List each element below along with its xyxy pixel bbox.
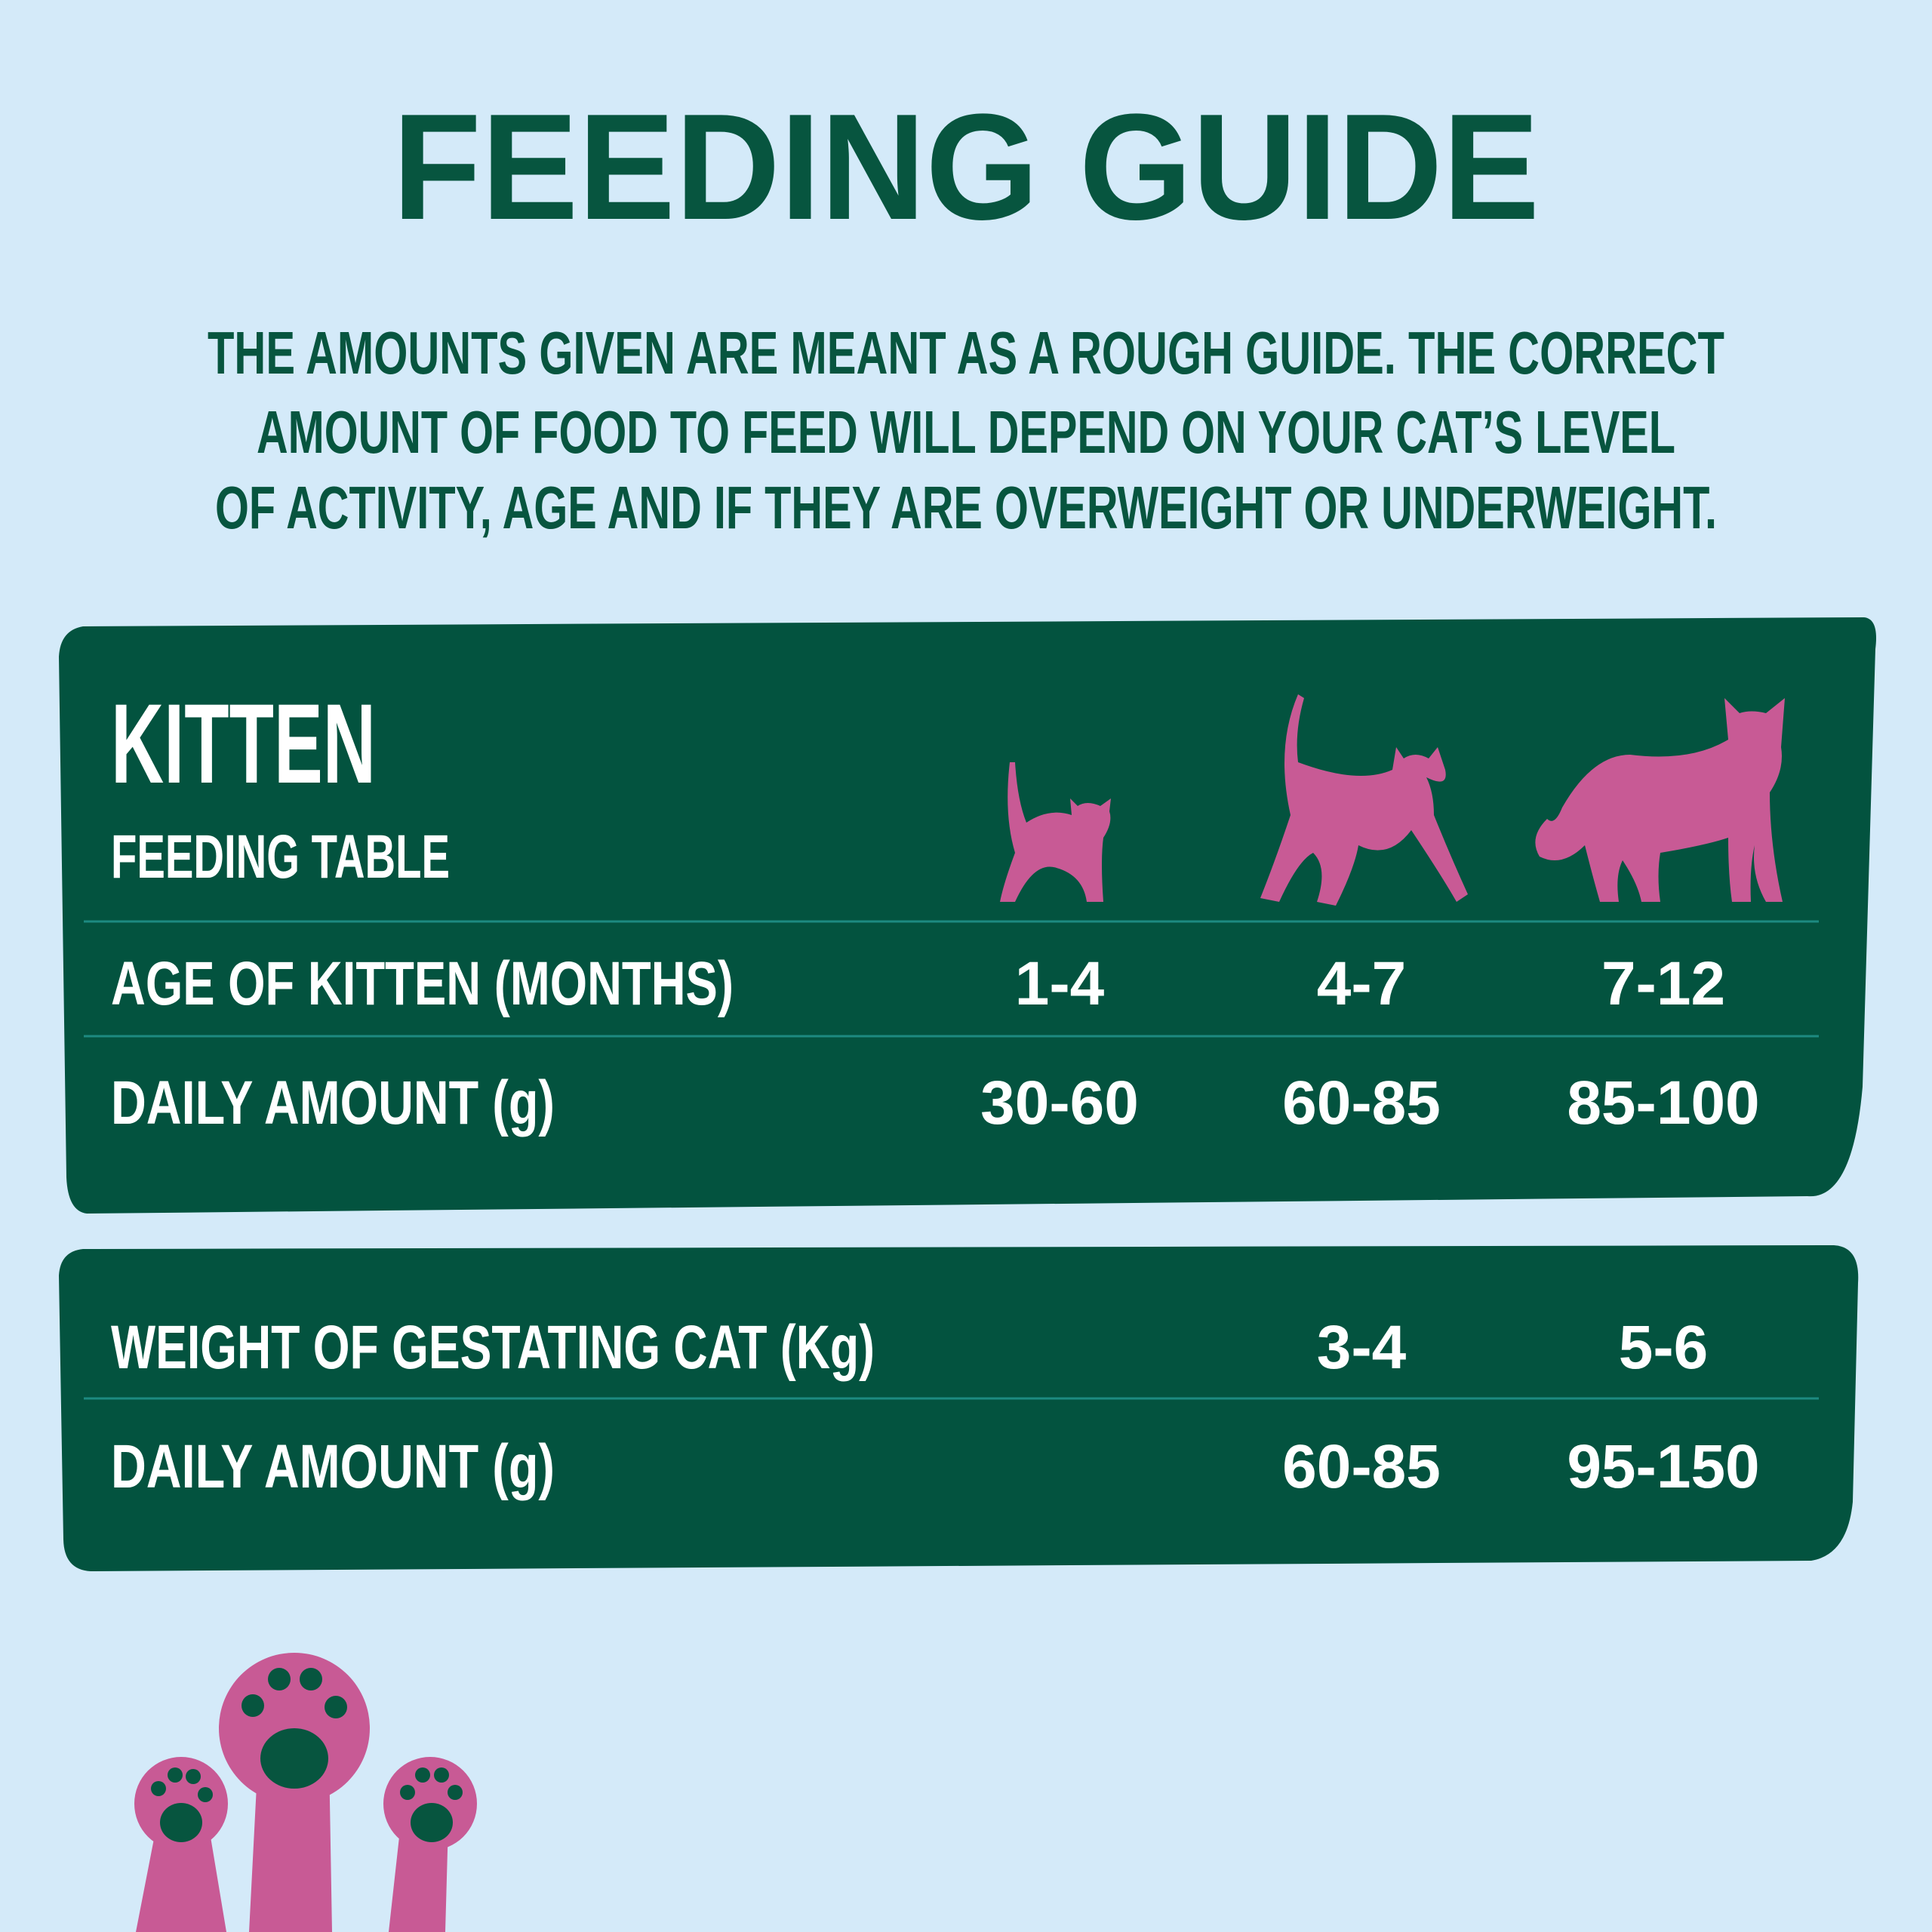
cell-value: 85-100 [1567, 1069, 1759, 1137]
gestating-panel [59, 1245, 1859, 1571]
row-label: AGE OF KITTEN (MONTHS) [111, 949, 734, 1018]
row-label: DAILY AMOUNT (g) [111, 1069, 555, 1137]
adult-cat [1535, 698, 1785, 902]
cell-value: 3-4 [1317, 1313, 1407, 1382]
intro-line: AMOUNT OF FOOD TO FEED WILL DEPEND ON YO… [257, 398, 1675, 466]
cat-icons [1000, 694, 1785, 906]
kitten-title: KITTEN [111, 680, 376, 807]
title: FEEDING GUIDE [392, 83, 1540, 251]
row-label: WEIGHT OF GESTATING CAT (Kg) [111, 1313, 875, 1382]
cell-value: 5-6 [1619, 1313, 1709, 1382]
cell-value: 7-12 [1601, 949, 1725, 1018]
kitten-subtitle: FEEDING TABLE [111, 823, 450, 891]
paw-pads [151, 1668, 463, 1842]
cell-value: 1-4 [1015, 949, 1105, 1018]
row-label: DAILY AMOUNT (g) [111, 1432, 555, 1501]
walking-cat [1260, 694, 1468, 906]
cell-value: 60-85 [1282, 1432, 1441, 1501]
cell-value: 60-85 [1282, 1069, 1441, 1137]
cell-value: 30-60 [980, 1069, 1139, 1137]
cell-value: 4-7 [1317, 949, 1407, 1018]
cell-value: 95-150 [1567, 1432, 1759, 1501]
intro-line: THE AMOUNTS GIVEN ARE MEANT AS A ROUGH G… [208, 319, 1724, 386]
intro-line: OF ACTIVITY, AGE AND IF THEY ARE OVERWEI… [215, 474, 1717, 541]
small-cat [1000, 762, 1111, 902]
